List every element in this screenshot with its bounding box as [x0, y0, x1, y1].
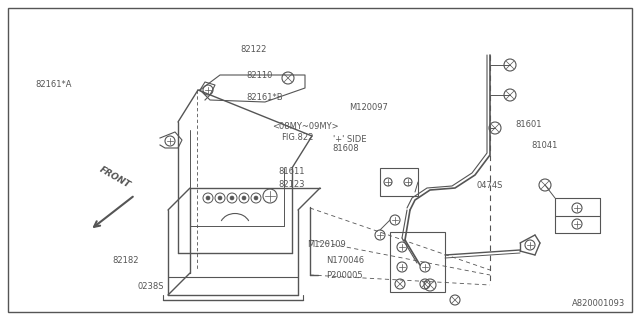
Circle shape: [206, 196, 210, 200]
Text: M120109: M120109: [307, 240, 346, 249]
Circle shape: [230, 196, 234, 200]
Bar: [390, 232, 445, 292]
Circle shape: [242, 196, 246, 200]
Bar: [380, 168, 418, 196]
Text: 82122: 82122: [240, 45, 266, 54]
Circle shape: [218, 196, 222, 200]
Text: 82182: 82182: [112, 256, 138, 265]
Text: FRONT: FRONT: [98, 165, 132, 190]
Text: 82110: 82110: [246, 71, 273, 80]
Text: M120097: M120097: [349, 103, 388, 112]
Text: 81608: 81608: [333, 144, 360, 153]
Text: '+' SIDE: '+' SIDE: [333, 135, 366, 144]
Text: 0474S: 0474S: [477, 181, 503, 190]
Circle shape: [254, 196, 258, 200]
Text: 0238S: 0238S: [138, 282, 164, 291]
Text: 82161*A: 82161*A: [35, 80, 72, 89]
Text: P200005: P200005: [326, 271, 363, 280]
Text: 82161*B: 82161*B: [246, 93, 283, 102]
Text: N170046: N170046: [326, 256, 365, 265]
Text: <08MY~09MY>: <08MY~09MY>: [272, 122, 339, 131]
Text: 81601: 81601: [515, 120, 541, 129]
Text: A820001093: A820001093: [572, 299, 625, 308]
Text: 81611: 81611: [278, 167, 305, 176]
Text: 81041: 81041: [531, 141, 557, 150]
Text: FIG.822: FIG.822: [282, 133, 314, 142]
Text: 82123: 82123: [278, 180, 305, 188]
